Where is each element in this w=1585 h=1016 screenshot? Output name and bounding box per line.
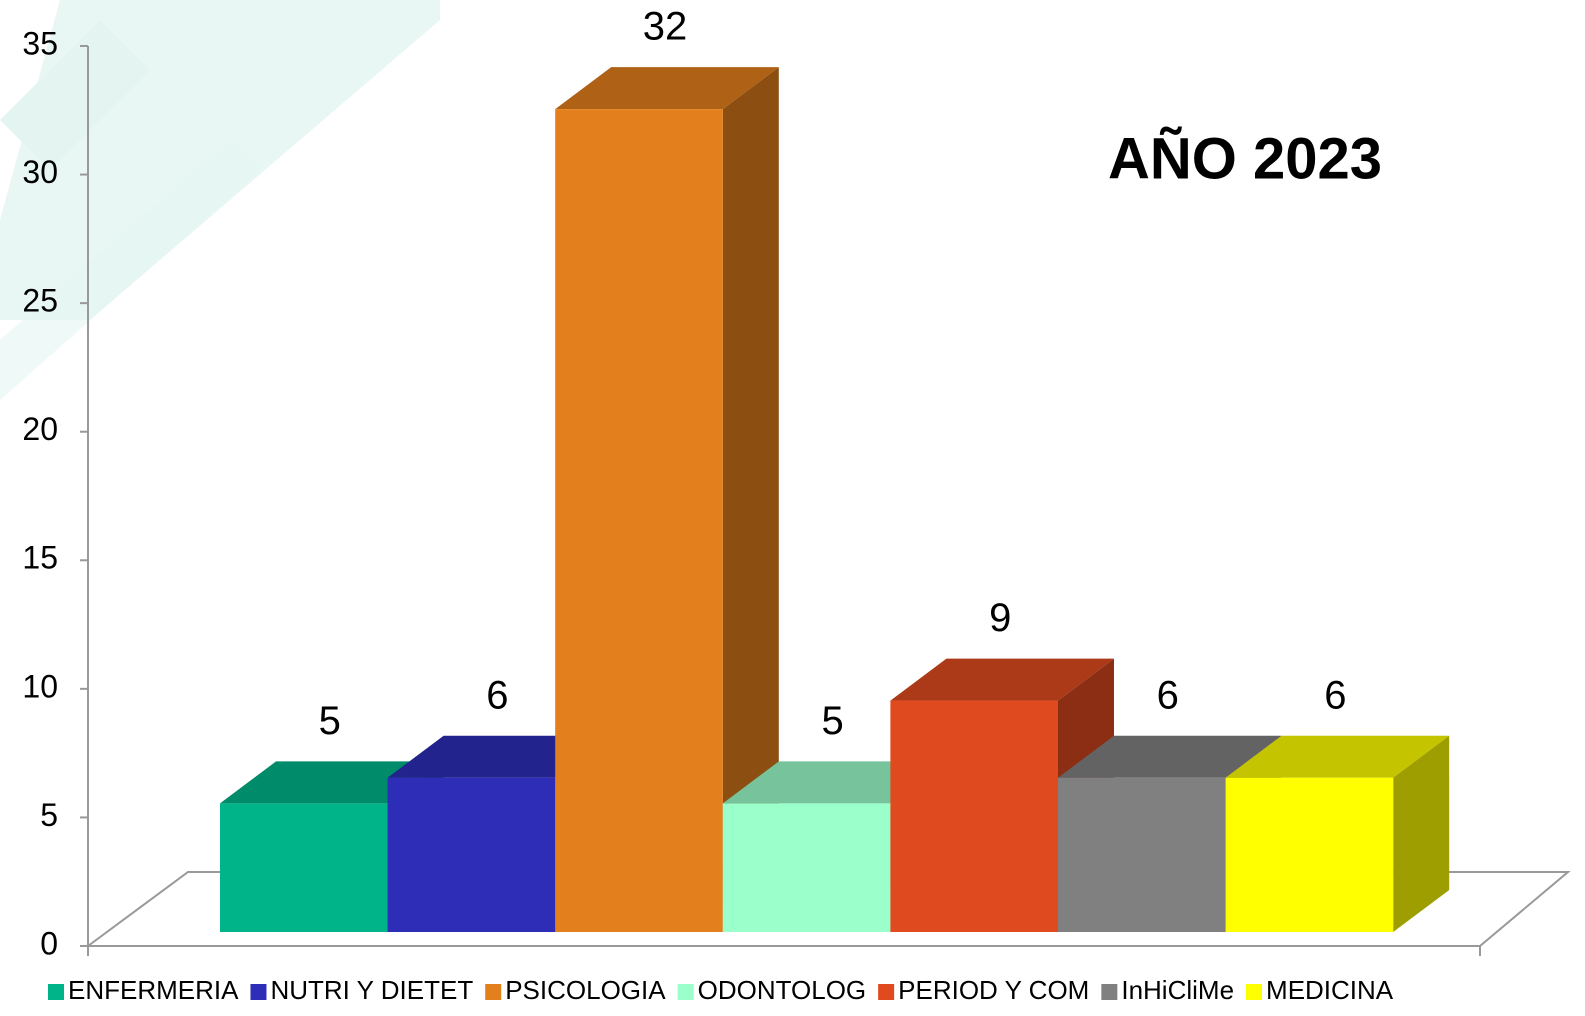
bar-front xyxy=(1058,777,1226,932)
legend-label: ENFERMERIA xyxy=(68,975,239,1005)
legend-label: PSICOLOGIA xyxy=(505,975,666,1005)
y-tick-label: 20 xyxy=(22,411,58,447)
bar-front xyxy=(722,803,891,932)
y-tick-label: 35 xyxy=(22,25,58,61)
bar xyxy=(890,658,1114,932)
bar-front xyxy=(555,109,723,932)
data-label: 6 xyxy=(1324,673,1346,717)
bar-side xyxy=(722,67,779,932)
chart-title: AÑO 2023 xyxy=(1108,126,1382,191)
bar-top xyxy=(1058,735,1282,778)
legend-swatch xyxy=(878,984,895,1000)
bar-front xyxy=(1225,777,1394,932)
y-tick-label: 5 xyxy=(40,797,58,833)
bar-front xyxy=(387,777,556,932)
data-label: 5 xyxy=(319,699,341,743)
y-tick-label: 15 xyxy=(22,540,58,576)
data-label: 32 xyxy=(643,5,688,49)
legend-swatch xyxy=(48,984,64,1000)
legend-swatch xyxy=(1101,984,1118,1000)
floor xyxy=(84,871,1571,947)
bar-side xyxy=(1393,735,1450,932)
bar-front xyxy=(220,803,388,932)
legend-swatch xyxy=(677,984,694,1000)
y-tick-label: 10 xyxy=(22,668,58,704)
data-label: 6 xyxy=(1157,673,1179,717)
decor-shape xyxy=(0,140,260,400)
data-label: 6 xyxy=(486,673,508,717)
legend-swatch xyxy=(250,984,267,1000)
background-decoration xyxy=(0,0,440,400)
data-label: 9 xyxy=(989,596,1011,640)
bar xyxy=(1225,735,1450,932)
bar-top xyxy=(1225,735,1450,778)
y-tick-label: 0 xyxy=(40,925,58,961)
legend-label: PERIOD Y COM xyxy=(898,975,1089,1005)
legend-label: MEDICINA xyxy=(1266,975,1394,1005)
legend-label: ODONTOLOG xyxy=(698,975,867,1005)
bar-top xyxy=(890,658,1114,701)
legend-label: NUTRI Y DIETET xyxy=(270,975,473,1005)
y-tick-label: 30 xyxy=(22,154,58,190)
bar xyxy=(555,67,779,932)
legend-swatch xyxy=(485,984,502,1000)
y-tick-label: 25 xyxy=(22,283,58,319)
data-label: 5 xyxy=(821,699,843,743)
bar-front xyxy=(890,700,1058,932)
legend-label: InHiCliMe xyxy=(1121,975,1234,1005)
bar-top xyxy=(555,67,779,110)
legend-swatch xyxy=(1246,984,1263,1000)
